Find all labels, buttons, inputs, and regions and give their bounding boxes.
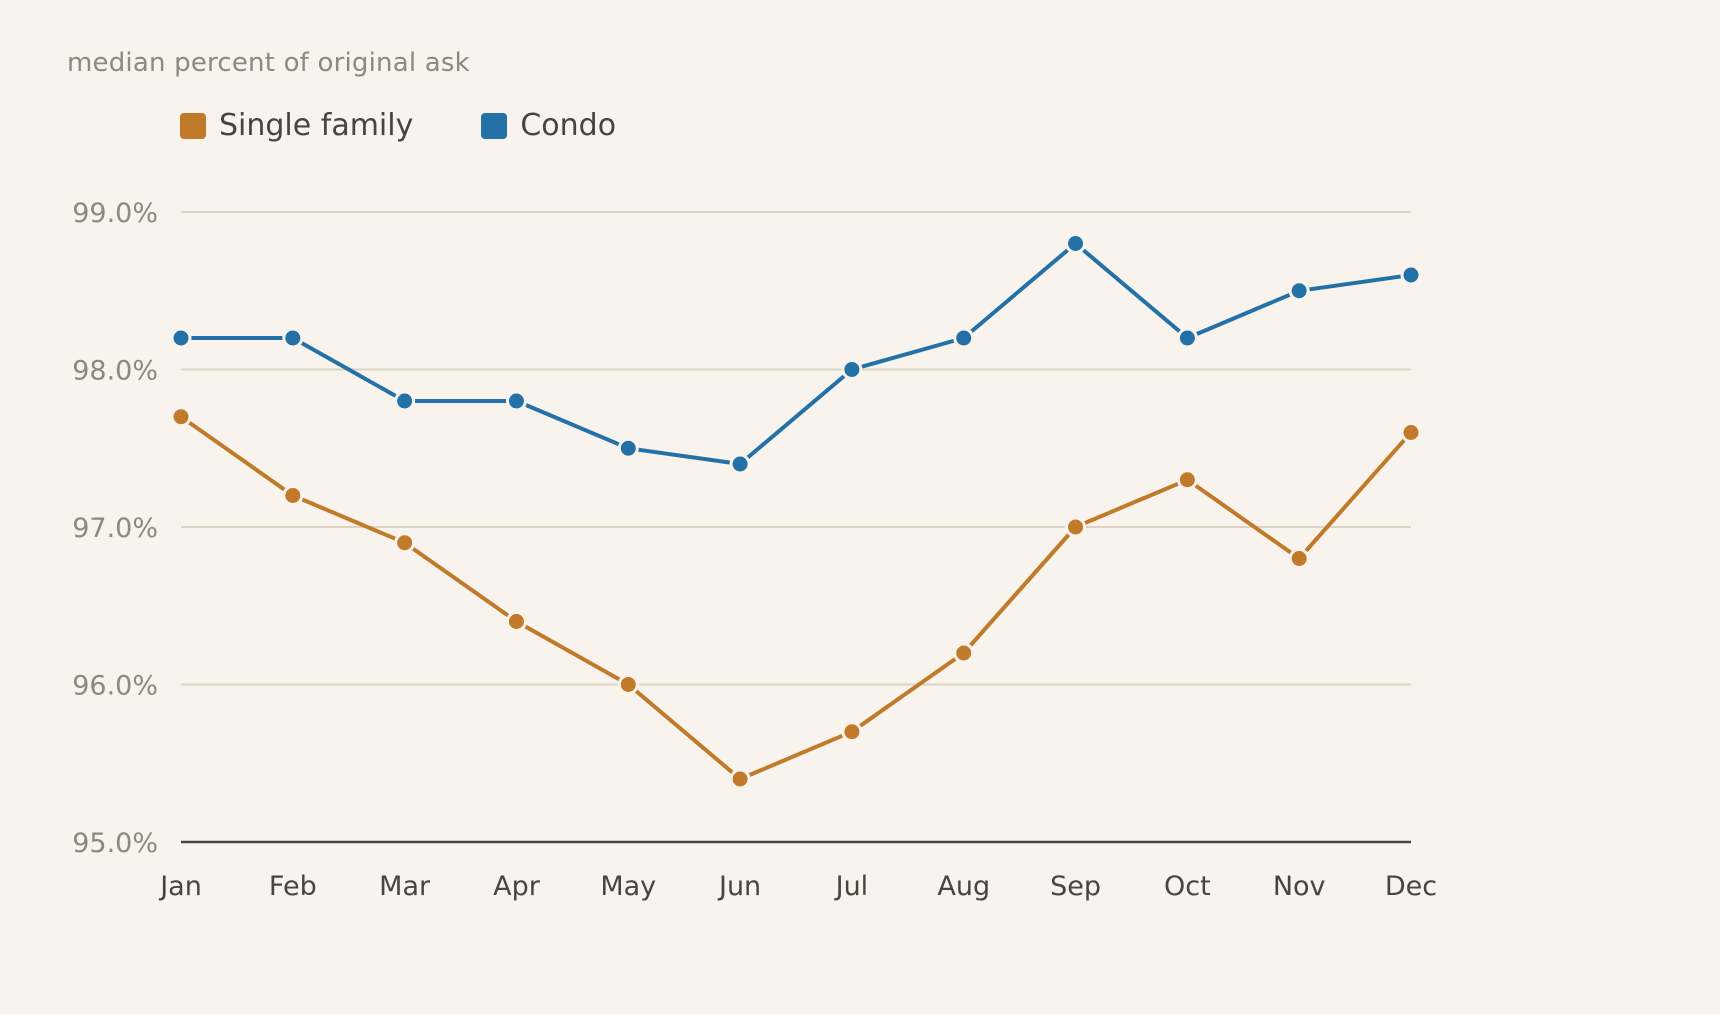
x-tick-label: Sep <box>1050 871 1101 902</box>
data-point-single-family <box>170 406 192 428</box>
x-tick-label: Apr <box>493 871 541 902</box>
data-point-single-family <box>282 485 304 506</box>
data-point-condo <box>170 327 192 349</box>
y-tick-label: 99.0% <box>72 198 158 229</box>
data-point-single-family <box>505 611 527 632</box>
y-tick-label: 95.0% <box>72 828 158 859</box>
x-tick-label: Jul <box>834 871 869 902</box>
data-point-single-family <box>953 642 975 664</box>
data-point-condo <box>1288 280 1310 302</box>
y-tick-label: 98.0% <box>72 356 158 387</box>
legend-item-condo: Condo <box>481 108 616 143</box>
legend-label-condo: Condo <box>520 108 617 143</box>
x-tick-label: Mar <box>379 871 431 902</box>
x-tick-label: Aug <box>937 871 990 902</box>
legend-item-single-family: Single family <box>180 108 413 143</box>
chart-legend: Single family Condo <box>180 108 684 143</box>
x-tick-label: Jun <box>717 871 761 902</box>
series-line-single-family <box>179 414 1413 781</box>
data-point-single-family <box>841 721 863 743</box>
data-point-condo <box>1400 264 1422 286</box>
x-tick-label: May <box>600 871 656 902</box>
data-point-single-family <box>1065 516 1087 538</box>
y-tick-label: 96.0% <box>72 671 158 702</box>
data-point-single-family <box>617 674 639 695</box>
x-tick-label: Oct <box>1164 871 1211 902</box>
y-tick-label: 97.0% <box>72 513 158 544</box>
data-point-single-family <box>729 768 751 790</box>
legend-label-single-family: Single family <box>219 108 414 143</box>
legend-swatch-condo <box>481 112 508 139</box>
data-point-single-family <box>1400 422 1422 443</box>
data-point-single-family <box>1288 548 1310 569</box>
data-point-condo <box>1176 327 1198 349</box>
data-point-condo <box>394 390 416 412</box>
legend-swatch-single-family <box>180 112 206 139</box>
data-point-condo <box>729 453 751 475</box>
chart-subtitle: median percent of original ask <box>67 48 470 78</box>
data-point-condo <box>617 437 639 459</box>
data-point-condo <box>953 327 975 349</box>
series-line-condo <box>179 241 1413 466</box>
data-point-condo <box>1065 233 1087 254</box>
data-point-condo <box>841 359 863 380</box>
x-tick-label: Jan <box>158 871 202 902</box>
x-tick-label: Nov <box>1273 871 1326 902</box>
data-point-single-family <box>1176 469 1198 491</box>
data-point-single-family <box>394 532 416 554</box>
data-point-condo <box>282 327 304 349</box>
x-tick-label: Dec <box>1385 871 1437 902</box>
data-point-condo <box>505 390 527 412</box>
x-tick-label: Feb <box>269 871 317 902</box>
